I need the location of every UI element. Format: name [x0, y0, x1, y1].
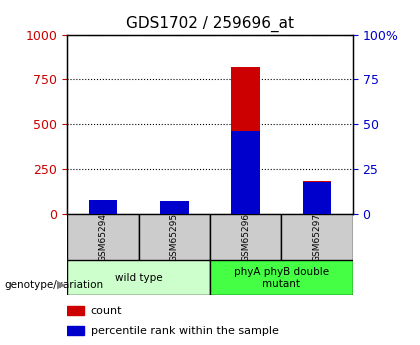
- Bar: [303, 181, 331, 214]
- Text: ▶: ▶: [57, 280, 65, 289]
- Bar: [231, 67, 260, 214]
- Text: wild type: wild type: [115, 273, 163, 283]
- Text: GSM65297: GSM65297: [312, 213, 322, 262]
- Bar: [89, 209, 117, 214]
- Text: genotype/variation: genotype/variation: [4, 280, 103, 289]
- Bar: [67, 306, 84, 315]
- Bar: [67, 326, 84, 335]
- Bar: [303, 181, 331, 214]
- Bar: [67, 214, 139, 260]
- Bar: [210, 214, 281, 260]
- Text: GSM65296: GSM65296: [241, 213, 250, 262]
- Bar: [89, 199, 117, 214]
- Text: GSM65294: GSM65294: [98, 213, 108, 262]
- Bar: [281, 214, 353, 260]
- Text: phyA phyB double
mutant: phyA phyB double mutant: [234, 267, 329, 288]
- Bar: [160, 208, 189, 214]
- Text: GSM65295: GSM65295: [170, 213, 179, 262]
- Title: GDS1702 / 259696_at: GDS1702 / 259696_at: [126, 16, 294, 32]
- Bar: [210, 260, 353, 295]
- Text: percentile rank within the sample: percentile rank within the sample: [91, 326, 278, 336]
- Bar: [67, 260, 210, 295]
- Bar: [139, 214, 210, 260]
- Bar: [231, 131, 260, 214]
- Bar: [160, 201, 189, 214]
- Text: count: count: [91, 306, 122, 315]
